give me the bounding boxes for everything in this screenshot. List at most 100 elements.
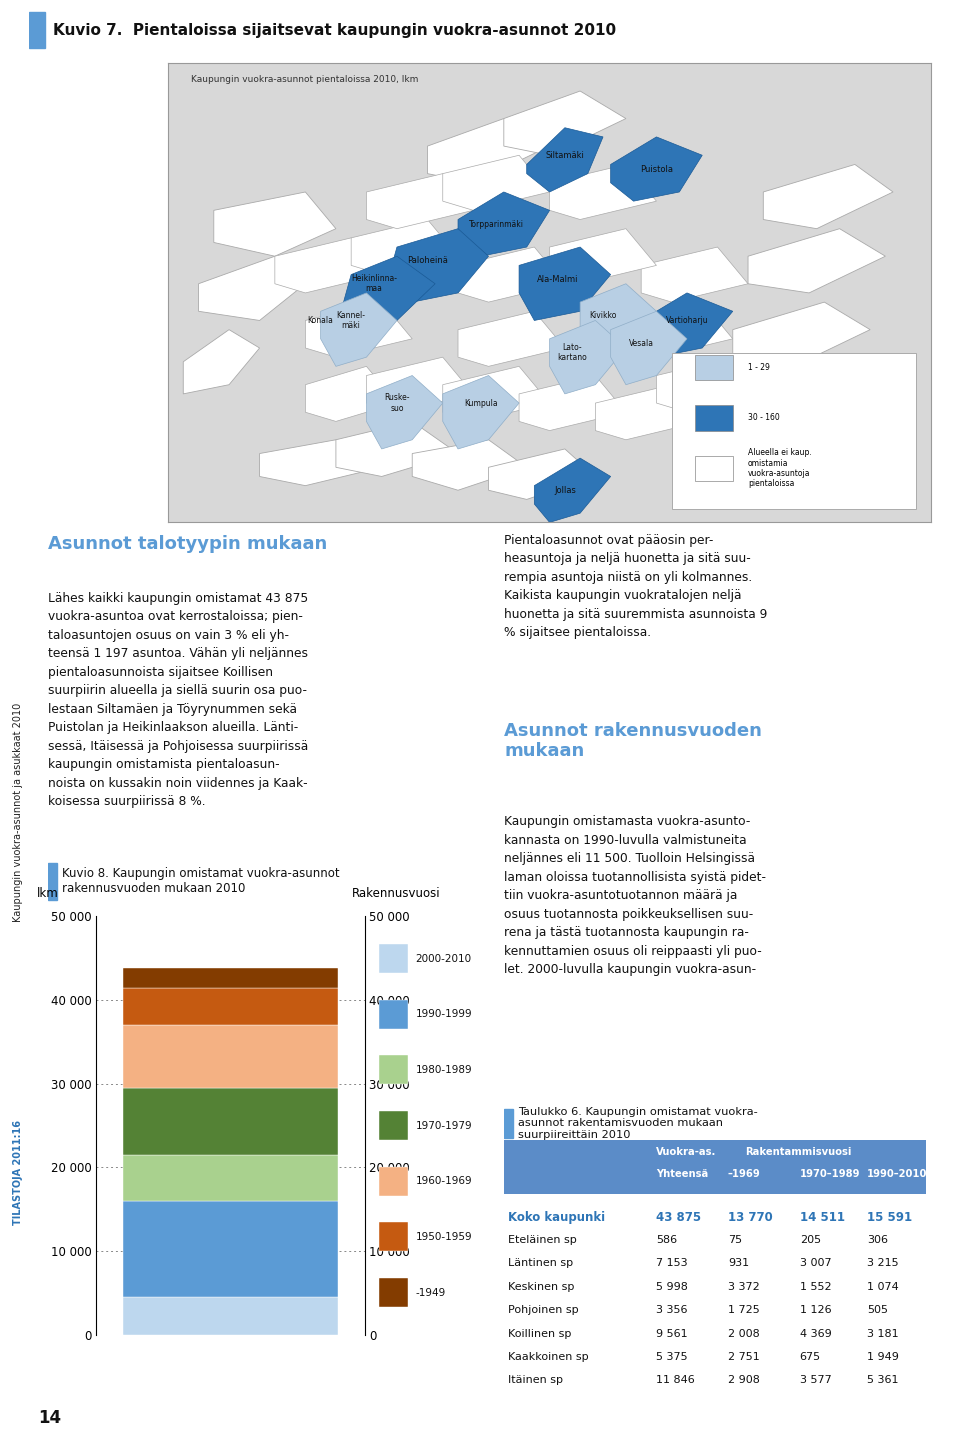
Text: Lähes kaikki kaupungin omistamat 43 875
vuokra-asuntoa ovat kerrostaloissa; pien: Lähes kaikki kaupungin omistamat 43 875 … [48, 592, 308, 808]
Text: 1990–2010: 1990–2010 [867, 1169, 927, 1179]
Text: 30 - 160: 30 - 160 [748, 413, 780, 423]
Polygon shape [641, 247, 748, 302]
Text: 1 074: 1 074 [867, 1281, 899, 1291]
Text: Vesala: Vesala [629, 339, 654, 348]
Text: 1990-1999: 1990-1999 [416, 1009, 472, 1019]
Text: Koillinen sp: Koillinen sp [508, 1329, 571, 1339]
Text: Vartioharju: Vartioharju [665, 316, 708, 325]
Text: 1950-1959: 1950-1959 [416, 1232, 472, 1242]
Text: Kuvio 8. Kaupungin omistamat vuokra-asunnot
rakennusvuoden mukaan 2010: Kuvio 8. Kaupungin omistamat vuokra-asun… [62, 867, 340, 895]
Polygon shape [214, 192, 336, 257]
Text: 1 - 29: 1 - 29 [748, 362, 770, 372]
Text: 1 725: 1 725 [728, 1304, 759, 1315]
Text: 5 361: 5 361 [867, 1375, 899, 1385]
Text: 75: 75 [728, 1235, 742, 1245]
Text: Yhteensä: Yhteensä [656, 1169, 708, 1179]
Text: Kaupungin vuokra-asunnot ja asukkaat 2010: Kaupungin vuokra-asunnot ja asukkaat 201… [13, 703, 23, 922]
Text: Vuokra-as.: Vuokra-as. [656, 1147, 716, 1157]
Bar [695, 456, 732, 481]
Polygon shape [321, 293, 397, 367]
Bar [123, 1088, 338, 1154]
Text: 505: 505 [867, 1304, 888, 1315]
Text: 1 552: 1 552 [800, 1281, 831, 1291]
Text: Kivikko: Kivikko [589, 312, 616, 320]
Polygon shape [549, 228, 657, 284]
Polygon shape [336, 421, 458, 476]
Polygon shape [626, 302, 732, 358]
Bar [504, 1140, 926, 1193]
Text: 3 356: 3 356 [656, 1304, 687, 1315]
Text: Keskinen sp: Keskinen sp [508, 1281, 575, 1291]
Text: 1 949: 1 949 [867, 1352, 900, 1362]
Text: 3 372: 3 372 [728, 1281, 759, 1291]
Text: Kaakkoinen sp: Kaakkoinen sp [508, 1352, 588, 1362]
Bar [379, 1111, 408, 1140]
Text: Läntinen sp: Läntinen sp [508, 1258, 573, 1268]
Polygon shape [443, 375, 519, 449]
Polygon shape [535, 457, 611, 522]
Text: 1 126: 1 126 [800, 1304, 831, 1315]
Text: 1980-1989: 1980-1989 [416, 1065, 472, 1075]
Text: Eteläinen sp: Eteläinen sp [508, 1235, 577, 1245]
Text: 306: 306 [867, 1235, 888, 1245]
Polygon shape [519, 247, 611, 320]
Polygon shape [305, 367, 397, 421]
Text: 13 770: 13 770 [728, 1211, 773, 1224]
Polygon shape [390, 228, 489, 302]
Text: 5 998: 5 998 [656, 1281, 688, 1291]
Polygon shape [519, 375, 626, 430]
Polygon shape [367, 375, 443, 449]
Bar [379, 1278, 408, 1307]
Text: Puistola: Puistola [640, 165, 673, 173]
Text: 2000-2010: 2000-2010 [416, 954, 471, 964]
Polygon shape [367, 358, 473, 413]
Text: Asunnot talotyypin mukaan: Asunnot talotyypin mukaan [48, 535, 327, 553]
Polygon shape [458, 312, 564, 367]
Text: 14 511: 14 511 [800, 1211, 845, 1224]
Polygon shape [527, 128, 603, 192]
Text: 5 375: 5 375 [656, 1352, 687, 1362]
Polygon shape [199, 257, 305, 320]
Bar [123, 1297, 338, 1335]
Polygon shape [489, 449, 595, 499]
Polygon shape [717, 367, 840, 430]
Text: 11 846: 11 846 [656, 1375, 695, 1385]
Text: Kuvio 7.  Pientaloissa sijaitsevat kaupungin vuokra-asunnot 2010: Kuvio 7. Pientaloissa sijaitsevat kaupun… [53, 23, 616, 38]
Polygon shape [458, 247, 564, 302]
Text: 43 875: 43 875 [656, 1211, 701, 1224]
Text: 205: 205 [800, 1235, 821, 1245]
Polygon shape [458, 192, 549, 257]
Text: 1970-1979: 1970-1979 [416, 1121, 472, 1130]
Text: Pohjoinen sp: Pohjoinen sp [508, 1304, 579, 1315]
Text: Lato-
kartano: Lato- kartano [558, 343, 588, 362]
Text: lkm: lkm [36, 886, 59, 899]
Polygon shape [351, 219, 458, 274]
Polygon shape [748, 228, 885, 293]
Text: 3 215: 3 215 [867, 1258, 899, 1268]
Text: 931: 931 [728, 1258, 749, 1268]
Text: 3 577: 3 577 [800, 1375, 831, 1385]
Polygon shape [549, 320, 626, 394]
Polygon shape [763, 165, 893, 228]
Text: 675: 675 [800, 1352, 821, 1362]
Polygon shape [183, 329, 259, 394]
Text: Koko kaupunki: Koko kaupunki [508, 1211, 606, 1224]
Bar [695, 405, 732, 430]
Text: 7 153: 7 153 [656, 1258, 687, 1268]
Polygon shape [443, 156, 549, 211]
Text: Kaupungin omistamasta vuokra-asunto-
kannasta on 1990-luvulla valmistuneita
nelj: Kaupungin omistamasta vuokra-asunto- kan… [504, 815, 766, 977]
Text: 15 591: 15 591 [867, 1211, 912, 1224]
Text: 4 369: 4 369 [800, 1329, 831, 1339]
Text: 1970–1989: 1970–1989 [800, 1169, 860, 1179]
Text: Asunnot rakennusvuoden
mukaan: Asunnot rakennusvuoden mukaan [504, 722, 762, 760]
Text: Rakentammisvuosi: Rakentammisvuosi [745, 1147, 852, 1157]
Text: Itäinen sp: Itäinen sp [508, 1375, 564, 1385]
Polygon shape [549, 165, 657, 219]
Polygon shape [580, 284, 657, 358]
Polygon shape [412, 440, 527, 491]
Bar [504, 1108, 514, 1139]
Polygon shape [595, 385, 702, 440]
Polygon shape [611, 312, 687, 385]
Bar [672, 352, 916, 508]
Polygon shape [275, 238, 382, 293]
